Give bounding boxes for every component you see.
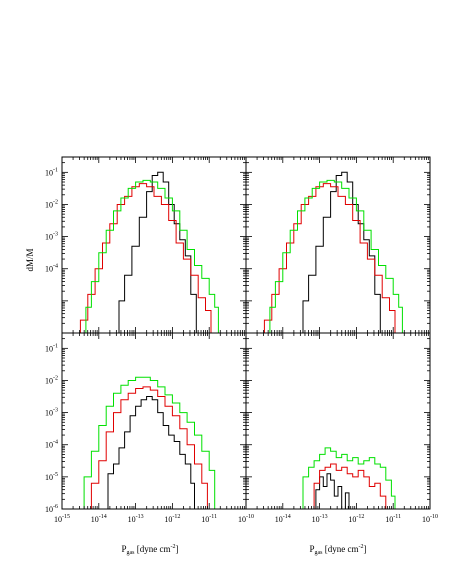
panel-bottom-right: 10-14 10-13 10-12 10-11 10-10	[245, 332, 438, 524]
x-tick-label: 10-13	[312, 514, 328, 524]
x-tick-label: 10-12	[164, 514, 180, 524]
y-tick-label: 10-4	[45, 264, 58, 274]
x-tick-label: 10-14	[275, 514, 291, 524]
x-tick-label: 10-13	[128, 514, 144, 524]
series-group	[299, 447, 396, 509]
panel-bottom-left: 10-6 10-5 10-4 10-3 10-2 10-1 10-15 10-14 10-13 1…	[45, 332, 254, 524]
y-tick-label: 10-2	[45, 375, 58, 385]
series-group	[263, 171, 403, 333]
x-label-exp: -2	[359, 544, 364, 550]
x-tick-label: 10-10	[422, 514, 438, 524]
y-tick-label: 10-3	[45, 408, 58, 418]
y-tick-label: 10-4	[45, 440, 58, 450]
panel-grid: 10-4 10-3 10-2 10-1 10-6 10-5 10-4 10-3 10-2 10-1…	[45, 156, 438, 524]
x-label-var: P	[309, 544, 314, 554]
histogram-series-3	[269, 179, 403, 333]
y-tick-label: 10-3	[45, 232, 58, 242]
x-label-sub: gas	[127, 550, 136, 556]
panel-top-left: 10-4 10-3 10-2 10-1	[45, 156, 247, 334]
x-label-unit: [dyne cm	[137, 544, 171, 554]
histogram-series-1	[104, 396, 195, 509]
y-tick-label: 10-1	[45, 167, 58, 177]
panel-frame	[61, 156, 247, 334]
x-tick-label: 10-11	[201, 514, 217, 524]
histogram-series-1	[312, 473, 350, 509]
x-tick-label: 10-10	[238, 514, 254, 524]
y-tick-label: 10-6	[45, 504, 58, 514]
histogram-series-2	[263, 183, 396, 333]
x-label-var: P	[121, 544, 126, 554]
x-axis-label-right: Pgas [dyne cm-2]	[309, 544, 366, 556]
x-axis-label-left: Pgas [dyne cm-2]	[121, 544, 178, 556]
y-tick-label: 10-1	[45, 343, 58, 353]
series-group	[79, 171, 219, 333]
y-tick-label: 10-2	[45, 199, 58, 209]
axis-labels: dM/M Pgas [dyne cm-2] Pgas [dyne cm-2]	[25, 248, 367, 556]
histogram-series-3	[78, 376, 216, 509]
histogram-series-1	[302, 171, 381, 333]
x-label-sub: gas	[315, 550, 324, 556]
x-tick-label: 10-14	[91, 514, 107, 524]
x-tick-label: 10-12	[348, 514, 364, 524]
panel-frame	[245, 156, 431, 334]
panel-top-right	[245, 156, 431, 334]
x-tick-label: 10-15	[54, 514, 70, 524]
histogram-series-2	[85, 386, 208, 509]
panel-frame	[245, 332, 431, 510]
series-group	[78, 376, 216, 509]
x-label-close: ]	[176, 544, 179, 554]
histogram-series-2	[79, 183, 212, 333]
histogram-series-1	[118, 171, 197, 333]
y-tick-label: 10-5	[45, 472, 58, 482]
histogram-series-3	[85, 179, 219, 333]
x-label-unit: [dyne cm	[325, 544, 359, 554]
x-label-close: ]	[364, 544, 367, 554]
panel-frame	[61, 332, 247, 510]
histogram-series-3	[299, 447, 396, 509]
histogram-series-2	[308, 463, 387, 509]
x-tick-label: 10-11	[385, 514, 401, 524]
y-axis-label: dM/M	[25, 248, 35, 271]
x-label-exp: -2	[171, 544, 176, 550]
